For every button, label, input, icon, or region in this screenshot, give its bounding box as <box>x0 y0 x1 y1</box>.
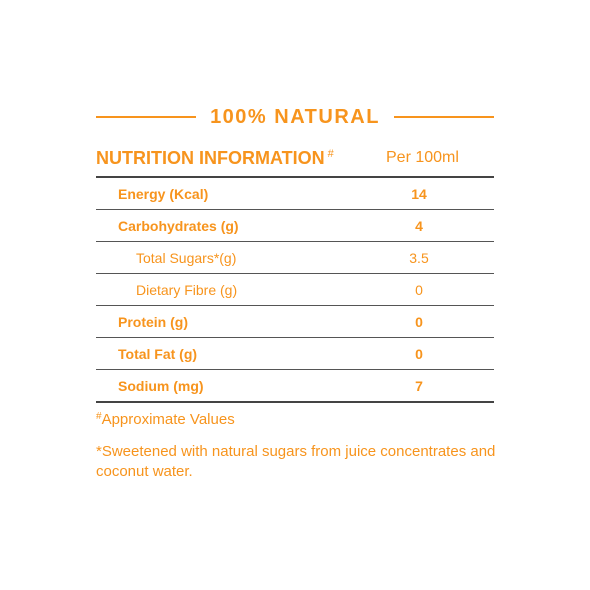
sweetened-note: *Sweetened with natural sugars from juic… <box>96 443 496 480</box>
row-value: 3.5 <box>396 241 494 274</box>
table-row-protein: Protein (g) 0 <box>96 305 494 338</box>
table-row-energy: Energy (Kcal) 14 <box>96 177 494 210</box>
table-row-carbohydrates: Carbohydrates (g) 4 <box>96 209 494 242</box>
table-row-sodium: Sodium (mg) 7 <box>96 370 494 403</box>
approx-mark: # <box>96 411 102 422</box>
table-row-total-fat: Total Fat (g) 0 <box>96 337 494 370</box>
approximate-values-note: #Approximate Values <box>96 411 235 428</box>
row-label: Dietary Fibre (g) <box>96 273 396 306</box>
per-serving-label: Per 100ml <box>386 149 459 166</box>
nutrition-header: NUTRITION INFORMATION # Per 100ml <box>96 144 494 172</box>
banner-left-rule <box>96 116 197 118</box>
row-label: Total Fat (g) <box>96 337 396 370</box>
nutrition-table: Energy (Kcal) 14 Carbohydrates (g) 4 Tot… <box>96 176 494 403</box>
row-value: 14 <box>396 177 494 210</box>
row-value: 7 <box>415 377 423 394</box>
banner-right-rule <box>393 116 494 118</box>
row-label: Protein (g) <box>96 305 396 338</box>
row-label: Sodium (mg) <box>118 377 204 394</box>
table-row-dietary-fibre: Dietary Fibre (g) 0 <box>96 273 494 306</box>
nutrition-title-mark: # <box>327 148 334 160</box>
row-label: Energy (Kcal) <box>96 177 396 210</box>
table-row-total-sugars: Total Sugars*(g) 3.5 <box>96 241 494 274</box>
row-value: 0 <box>396 337 494 370</box>
nutrition-title: NUTRITION INFORMATION # <box>96 148 334 169</box>
row-label: Carbohydrates (g) <box>96 209 396 242</box>
row-value: 4 <box>396 209 494 242</box>
row-value: 0 <box>396 305 494 338</box>
row-label: Total Sugars*(g) <box>96 241 396 274</box>
approx-text: Approximate Values <box>101 411 235 428</box>
nutrition-title-text: NUTRITION INFORMATION <box>96 148 325 168</box>
banner-title: 100% NATURAL <box>210 105 380 128</box>
natural-banner: 100% NATURAL <box>96 104 494 130</box>
row-value: 0 <box>396 273 494 306</box>
